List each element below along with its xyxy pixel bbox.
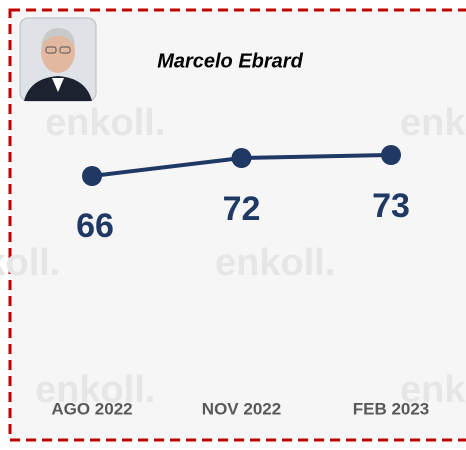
data-label: 73 — [372, 187, 410, 225]
data-label: 66 — [76, 207, 114, 245]
chart-title: Marcelo Ebrard — [157, 50, 303, 72]
watermark: enkoll. — [0, 242, 60, 284]
watermark: enkoll. — [400, 102, 466, 144]
x-tick-label: FEB 2023 — [353, 399, 430, 418]
watermark: enkoll. — [215, 242, 335, 284]
x-tick-label: AGO 2022 — [51, 399, 132, 418]
photo — [20, 18, 96, 101]
point — [82, 166, 102, 186]
chart: enkoll. enkoll. enkoll. enkoll. enkoll. … — [0, 0, 466, 450]
point — [381, 145, 401, 165]
data-label: 72 — [223, 190, 261, 228]
point — [232, 148, 252, 168]
x-tick-label: NOV 2022 — [202, 399, 281, 418]
watermark: enkoll. — [45, 102, 165, 144]
